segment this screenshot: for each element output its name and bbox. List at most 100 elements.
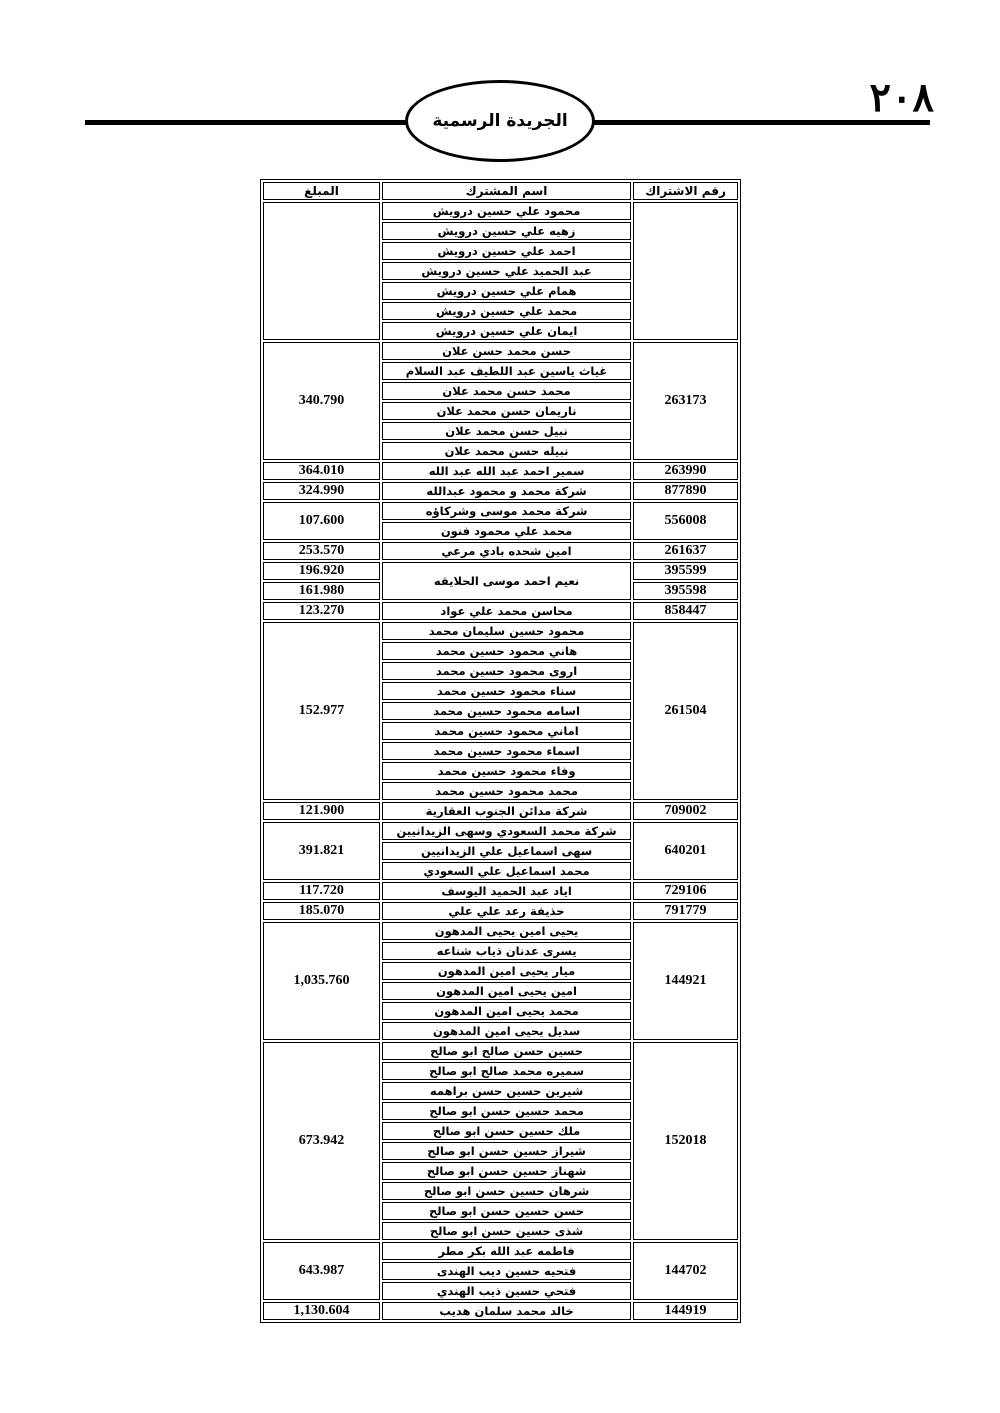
table-row: محمد اسماعيل علي السعودي	[263, 862, 738, 880]
table-row: محمد علي محمود فنون	[263, 522, 738, 540]
amount: 1,130.604	[263, 1302, 380, 1320]
table-row: 144919 خالد محمد سلمان هديب 1,130.604	[263, 1302, 738, 1320]
subscriber-name: اياد عبد الحميد اليوسف	[382, 882, 632, 900]
table-row: فتحي حسين ذيب الهندي	[263, 1282, 738, 1300]
column-header-name: اسم المشترك	[382, 182, 632, 200]
subscription-number: 709002	[633, 802, 738, 820]
subscriber-name: اسماء محمود حسين محمد	[382, 742, 632, 760]
table-row: محمد حسين حسن ابو صالح	[263, 1102, 738, 1120]
amount: 123.270	[263, 602, 380, 620]
subscription-number: 144702	[633, 1242, 738, 1300]
table-row: شهناز حسين حسن ابو صالح	[263, 1162, 738, 1180]
subscriber-name: سناء محمود حسين محمد	[382, 682, 632, 700]
table-row: هاني محمود حسين محمد	[263, 642, 738, 660]
subscriber-name: يسرى عدنان ذياب شناعه	[382, 942, 632, 960]
subscription-number: 729106	[633, 882, 738, 900]
subscriber-name: ناريمان حسن محمد علان	[382, 402, 632, 420]
subscription-number: 640201	[633, 822, 738, 880]
table-row: غياث ياسين عبد اللطيف عبد السلام	[263, 362, 738, 380]
page-number: ٢٠٨	[869, 74, 934, 121]
subscriber-name: همام علي حسين درويش	[382, 282, 632, 300]
subscription-number: 858447	[633, 602, 738, 620]
subscriber-name: غياث ياسين عبد اللطيف عبد السلام	[382, 362, 632, 380]
subscriber-name: نبيله حسن محمد علان	[382, 442, 632, 460]
subscriber-name: محمد علي حسين درويش	[382, 302, 632, 320]
table-row: محمد يحيى امين المدهون	[263, 1002, 738, 1020]
table-row: شذى حسين حسن ابو صالح	[263, 1222, 738, 1240]
table-row: سهى اسماعيل علي الزيدانيين	[263, 842, 738, 860]
table-row: ميار يحيى امين المدهون	[263, 962, 738, 980]
subscriber-name: حسين حسن صالح ابو صالح	[382, 1042, 632, 1060]
subscription-number: 877890	[633, 482, 738, 500]
table-row: 858447 محاسن محمد علي عواد 123.270	[263, 602, 738, 620]
table-row: عبد الحميد علي حسين درويش	[263, 262, 738, 280]
subscriber-name: سميره محمد صالح ابو صالح	[382, 1062, 632, 1080]
subscriber-name: شهناز حسين حسن ابو صالح	[382, 1162, 632, 1180]
subscriber-name: نبيل حسن محمد علان	[382, 422, 632, 440]
table-row: ايمان علي حسين درويش	[263, 322, 738, 340]
subscription-number: 261504	[633, 622, 738, 800]
amount: 673.942	[263, 1042, 380, 1240]
table-row: 395598 161.980	[263, 582, 738, 600]
subscriber-name: اسامه محمود حسين محمد	[382, 702, 632, 720]
subscription-number	[633, 202, 738, 340]
table-row: اسماء محمود حسين محمد	[263, 742, 738, 760]
subscriber-name: شركة محمد موسى وشركاؤه	[382, 502, 632, 520]
table-row: 263990 سمير احمد عبد الله عبد الله 364.010	[263, 462, 738, 480]
subscriber-name: شذى حسين حسن ابو صالح	[382, 1222, 632, 1240]
table-row: زهيه علي حسين درويش	[263, 222, 738, 240]
table-row: اسامه محمود حسين محمد	[263, 702, 738, 720]
column-header-number: رقم الاشتراك	[633, 182, 738, 200]
subscriber-name: عبد الحميد علي حسين درويش	[382, 262, 632, 280]
table-row: 709002 شركة مدائن الجنوب العقارية 121.900	[263, 802, 738, 820]
subscriber-name: زهيه علي حسين درويش	[382, 222, 632, 240]
subscriber-name: اماني محمود حسين محمد	[382, 722, 632, 740]
subscriber-name: محمد اسماعيل علي السعودي	[382, 862, 632, 880]
table-row: 152018 حسين حسن صالح ابو صالح 673.942	[263, 1042, 738, 1240]
subscription-number: 395599	[633, 562, 738, 580]
table-row: شيرين حسين حسن براهمه	[263, 1082, 738, 1100]
table-row: نبيله حسن محمد علان	[263, 442, 738, 460]
amount: 185.070	[263, 902, 380, 920]
subscriber-name: شركة محمد السعودي وسهى الزيدانيين	[382, 822, 632, 840]
amount: 107.600	[263, 502, 380, 540]
table-row: نبيل حسن محمد علان	[263, 422, 738, 440]
subscription-number: 263173	[633, 342, 738, 460]
table-row: امين يحيى امين المدهون	[263, 982, 738, 1000]
amount: 340.790	[263, 342, 380, 460]
table-row: ناريمان حسن محمد علان	[263, 402, 738, 420]
subscriber-name: حذيفة رعد علي علي	[382, 902, 632, 920]
amount: 117.720	[263, 882, 380, 900]
subscriber-name: سهى اسماعيل علي الزيدانيين	[382, 842, 632, 860]
subscriber-name: فاطمه عبد الله بكر مطر	[382, 1242, 632, 1260]
table-row: سناء محمود حسين محمد	[263, 682, 738, 700]
table-row: محمود علي حسين درويش	[263, 202, 738, 340]
subscription-number: 261637	[633, 542, 738, 560]
subscribers-table: رقم الاشتراك اسم المشترك المبلغ محمود عل…	[260, 179, 741, 1323]
table-row: يسرى عدنان ذياب شناعه	[263, 942, 738, 960]
table-row: وفاء محمود حسين محمد	[263, 762, 738, 780]
table-row: 395599 نعيم احمد موسى الحلايقه 196.920	[263, 562, 738, 600]
subscriber-name: شركة محمد و محمود عبدالله	[382, 482, 632, 500]
table-row: 263173 حسن محمد حسن علان 340.790	[263, 342, 738, 460]
table-row: محمد محمود حسين محمد	[263, 782, 738, 800]
amount: 324.990	[263, 482, 380, 500]
subscriber-name: شيراز حسين حسن ابو صالح	[382, 1142, 632, 1160]
table-row: سميره محمد صالح ابو صالح	[263, 1062, 738, 1080]
subscriber-name: محمد حسن محمد علان	[382, 382, 632, 400]
table-row: 261637 امين شحده بادي مرعي 253.570	[263, 542, 738, 560]
subscriber-name: محمود علي حسين درويش	[382, 202, 632, 220]
subscriber-name: شرهان حسين حسن ابو صالح	[382, 1182, 632, 1200]
subscriber-name: حسن حسين حسن ابو صالح	[382, 1202, 632, 1220]
subscription-number: 144921	[633, 922, 738, 1040]
subscriber-name: امين يحيى امين المدهون	[382, 982, 632, 1000]
amount: 152.977	[263, 622, 380, 800]
column-header-amount: المبلغ	[263, 182, 380, 200]
table-row: محمد علي حسين درويش	[263, 302, 738, 320]
table-row: اماني محمود حسين محمد	[263, 722, 738, 740]
subscriber-name: ايمان علي حسين درويش	[382, 322, 632, 340]
table-row: ملك حسين حسن ابو صالح	[263, 1122, 738, 1140]
subscriber-name: محمد علي محمود فنون	[382, 522, 632, 540]
subscriber-name: فتحي حسين ذيب الهندي	[382, 1282, 632, 1300]
subscriber-name: احمد علي حسين درويش	[382, 242, 632, 260]
